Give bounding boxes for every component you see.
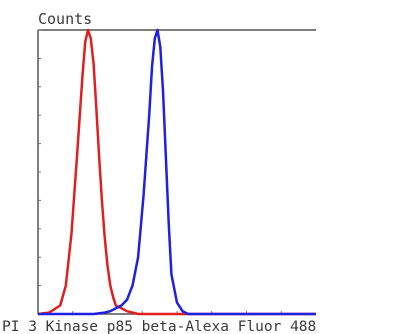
y-axis-label: Counts (38, 10, 92, 28)
x-axis-label: PI 3 Kinase p85 beta-Alexa Fluor 488 (2, 319, 316, 334)
series-line-1 (37, 28, 316, 316)
series-layer (37, 28, 316, 316)
series-line-2 (38, 28, 316, 316)
